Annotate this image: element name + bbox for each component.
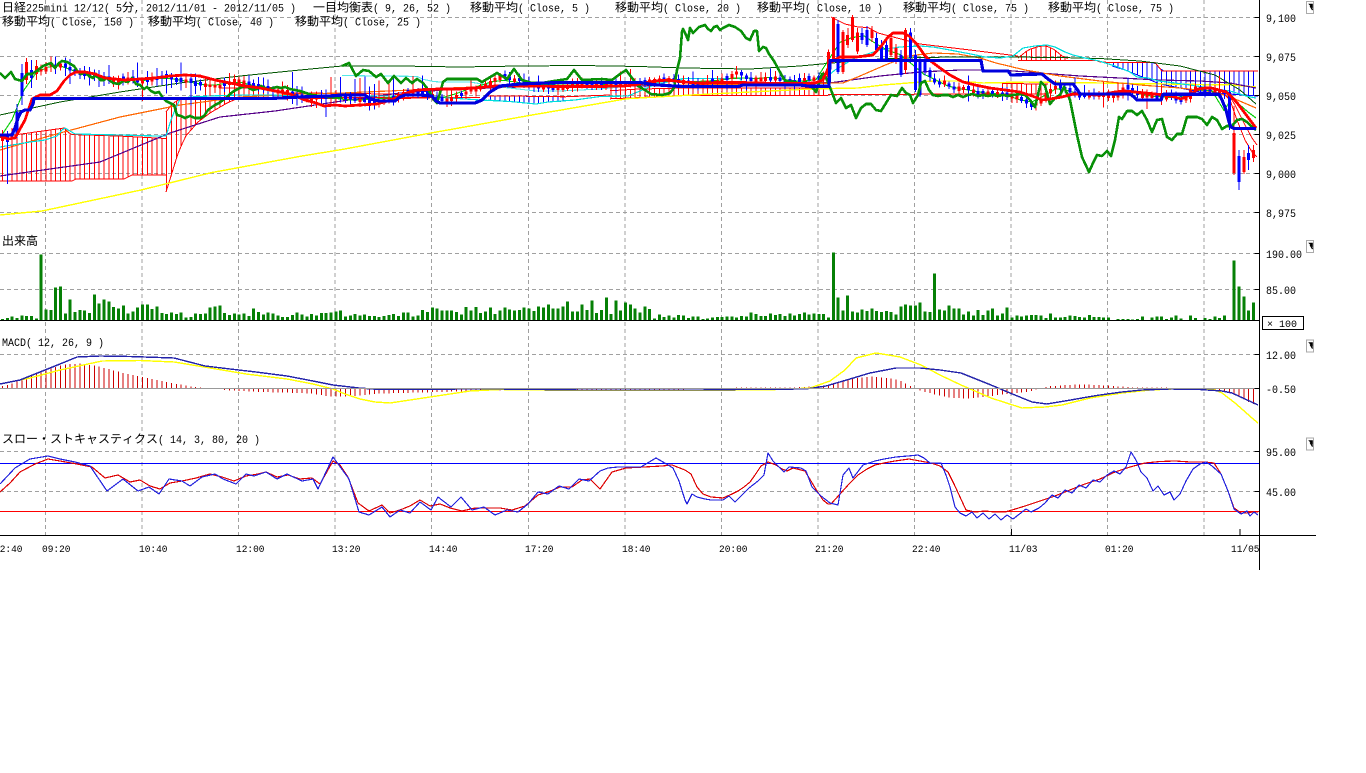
svg-text:45.00: 45.00 — [1266, 488, 1296, 500]
svg-text:9,075: 9,075 — [1266, 53, 1296, 65]
svg-text:225mini 12/12( 5: 225mini 12/12( 5 — [26, 4, 122, 16]
svg-text:01:20: 01:20 — [1105, 544, 1134, 556]
svg-text:9,000: 9,000 — [1266, 170, 1296, 182]
svg-text:-0.50: -0.50 — [1266, 385, 1296, 397]
svg-text:( Close, 75 ): ( Close, 75 ) — [951, 4, 1029, 16]
svg-text:13:20: 13:20 — [332, 544, 361, 556]
svg-text:( 14, 3, 80, 20 ): ( 14, 3, 80, 20 ) — [158, 435, 260, 447]
svg-text:09:20: 09:20 — [42, 544, 71, 556]
svg-text:9,025: 9,025 — [1266, 131, 1296, 143]
svg-text:( Close, 40 ): ( Close, 40 ) — [196, 18, 274, 30]
svg-text:22:40: 22:40 — [912, 544, 941, 556]
svg-text:11/03: 11/03 — [1009, 544, 1038, 556]
svg-text:18:40: 18:40 — [622, 544, 651, 556]
svg-text:MACD( 12, 26, 9 ): MACD( 12, 26, 9 ) — [2, 338, 104, 350]
svg-text:20:00: 20:00 — [719, 544, 748, 556]
svg-text:( Close, 25 ): ( Close, 25 ) — [343, 18, 421, 30]
svg-text:8,975: 8,975 — [1266, 209, 1296, 221]
svg-text:( 9, 26, 52 ): ( 9, 26, 52 ) — [373, 4, 451, 16]
svg-text:( Close, 20 ): ( Close, 20 ) — [663, 4, 741, 16]
svg-text:, 2012/11/01 - 2012/11/05 ): , 2012/11/01 - 2012/11/05 ) — [134, 4, 296, 16]
svg-text:11/05: 11/05 — [1231, 544, 1260, 556]
svg-text:( Close, 5 ): ( Close, 5 ) — [518, 4, 590, 16]
svg-text:21:20: 21:20 — [815, 544, 844, 556]
svg-text:9,100: 9,100 — [1266, 14, 1296, 26]
svg-text:190.00: 190.00 — [1266, 250, 1302, 262]
svg-text:( Close, 75 ): ( Close, 75 ) — [1096, 4, 1174, 16]
svg-text:× 100: × 100 — [1267, 319, 1297, 331]
svg-text:95.00: 95.00 — [1266, 448, 1296, 460]
svg-text:( Close, 10 ): ( Close, 10 ) — [805, 4, 883, 16]
svg-text:17:20: 17:20 — [525, 544, 554, 556]
svg-text:02:40: 02:40 — [0, 544, 23, 556]
svg-text:12:00: 12:00 — [236, 544, 265, 556]
svg-text:9,050: 9,050 — [1266, 92, 1296, 104]
svg-text:10:40: 10:40 — [139, 544, 168, 556]
svg-text:( Close, 150 ): ( Close, 150 ) — [50, 18, 134, 30]
svg-text:14:40: 14:40 — [429, 544, 458, 556]
svg-text:85.00: 85.00 — [1266, 286, 1296, 298]
svg-text:12.00: 12.00 — [1266, 351, 1296, 363]
